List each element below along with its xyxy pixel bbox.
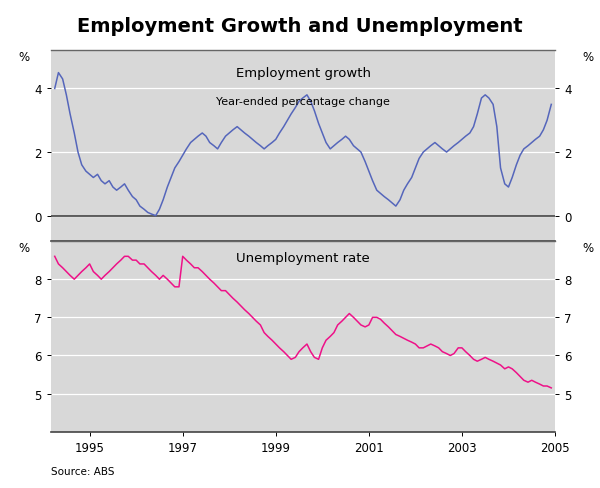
Text: Source: ABS: Source: ABS	[51, 466, 115, 476]
Text: Employment growth: Employment growth	[235, 66, 371, 80]
Text: %: %	[18, 242, 29, 255]
Text: %: %	[583, 51, 594, 64]
Text: Unemployment rate: Unemployment rate	[236, 251, 370, 264]
Text: Employment Growth and Unemployment: Employment Growth and Unemployment	[77, 17, 523, 36]
Text: Year-ended percentage change: Year-ended percentage change	[216, 97, 390, 107]
Text: %: %	[583, 242, 594, 255]
Text: %: %	[18, 51, 29, 64]
